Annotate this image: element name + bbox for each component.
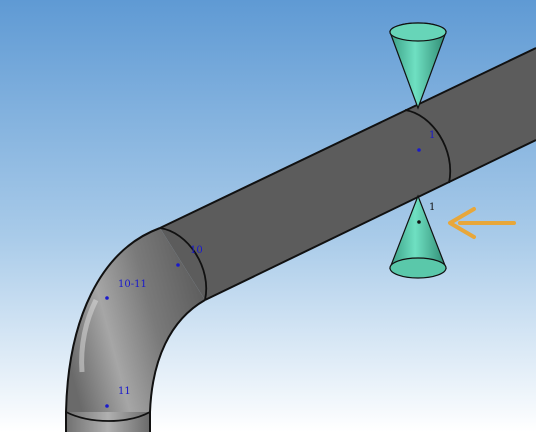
weld-seam-cone bbox=[404, 109, 452, 184]
elbow-highlight bbox=[79, 298, 99, 373]
node-point-11[interactable] bbox=[105, 404, 109, 408]
node-label-10-11: 10-11 bbox=[118, 279, 147, 290]
pipe-vertical-segment bbox=[66, 412, 150, 432]
node-label-11: 11 bbox=[118, 386, 131, 397]
arrow-left-icon[interactable] bbox=[448, 207, 516, 239]
support-marker-bottom[interactable] bbox=[389, 194, 447, 279]
node-point-1-top[interactable] bbox=[417, 148, 421, 152]
node-point-1-bottom[interactable] bbox=[417, 220, 421, 224]
support-marker-top[interactable] bbox=[389, 22, 447, 110]
elbow-outer-edge bbox=[65, 227, 161, 413]
node-point-10[interactable] bbox=[176, 263, 180, 267]
node-point-10-11[interactable] bbox=[105, 296, 109, 300]
pipe-bottom-edge bbox=[204, 139, 536, 301]
node-label-10: 10 bbox=[190, 245, 203, 256]
node-label-1-bottom: 1 bbox=[429, 202, 435, 213]
pipe-top-edge bbox=[159, 47, 536, 229]
weld-seam-elbow-top bbox=[159, 227, 208, 301]
elbow-inner-edge bbox=[149, 299, 206, 413]
node-label-1-top: 1 bbox=[429, 130, 435, 141]
weld-seam-elbow-bottom bbox=[65, 411, 151, 422]
pipe-elbow bbox=[66, 228, 205, 412]
pipe-straight-segment bbox=[160, 48, 536, 300]
